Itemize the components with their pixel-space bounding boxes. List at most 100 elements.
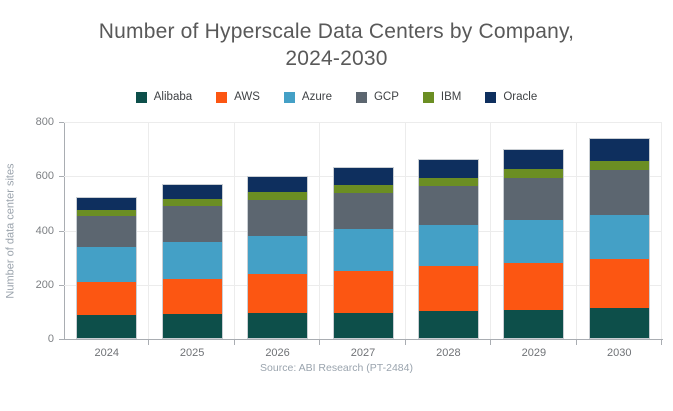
x-tick-mark <box>319 340 321 345</box>
bar-segment-azure-2028 <box>418 225 478 266</box>
bar-segment-aws-2030 <box>589 258 649 309</box>
bar-segment-ibm-2028 <box>418 178 478 187</box>
v-gridline <box>404 122 406 339</box>
x-tick-mark <box>148 340 150 345</box>
bar-2024 <box>76 196 138 339</box>
bar-segment-ibm-2027 <box>333 185 393 194</box>
bar-segment-oracle-2026 <box>248 177 308 193</box>
y-tick-mark <box>59 230 64 232</box>
bar-segment-alibaba-2029 <box>504 309 564 338</box>
bar-segment-gcp-2025 <box>162 205 222 242</box>
chart-legend: Alibaba AWS Azure GCP IBM Oracle <box>0 91 673 103</box>
bar-segment-aws-2029 <box>504 262 564 310</box>
legend-swatch-icon <box>485 91 497 103</box>
bar-segment-ibm-2026 <box>248 192 308 201</box>
x-tick-label: 2030 <box>607 347 632 359</box>
bar-segment-gcp-2027 <box>333 193 393 230</box>
x-tick-mark <box>233 340 235 345</box>
y-tick-mark <box>59 122 64 123</box>
bar-segment-aws-2024 <box>77 281 137 316</box>
bar-segment-oracle-2027 <box>333 167 393 186</box>
legend-label: Azure <box>301 91 332 103</box>
bar-segment-gcp-2024 <box>77 216 137 248</box>
bar-segment-azure-2024 <box>77 247 137 282</box>
bar-2028 <box>417 158 479 339</box>
v-gridline <box>233 122 235 339</box>
bar-2026 <box>247 176 309 339</box>
y-tick-mark <box>59 284 64 286</box>
legend-label: Alibaba <box>153 91 193 103</box>
x-tick-label: 2025 <box>179 347 205 359</box>
bar-segment-alibaba-2024 <box>77 315 137 338</box>
legend-item-azure: Azure <box>283 91 332 103</box>
v-gridline <box>148 122 150 339</box>
legend-label: IBM <box>440 91 462 103</box>
chart-title-line1: Number of Hyperscale Data Centers by Com… <box>98 20 575 43</box>
y-tick-mark <box>59 339 64 340</box>
legend-item-ibm: IBM <box>422 91 462 103</box>
bar-2029 <box>503 149 565 339</box>
y-tick-mark <box>59 176 64 178</box>
legend-label: Oracle <box>503 91 538 103</box>
bar-segment-gcp-2026 <box>248 200 308 237</box>
bar-2027 <box>332 166 394 339</box>
x-tick-mark <box>404 340 406 345</box>
bar-segment-ibm-2024 <box>77 209 137 217</box>
y-tick-label: 600 <box>35 170 54 183</box>
v-gridline <box>490 122 492 339</box>
bar-segment-aws-2028 <box>418 265 478 312</box>
x-tick-label: 2026 <box>265 347 290 359</box>
y-tick-label: 0 <box>47 333 54 345</box>
legend-swatch-icon <box>135 91 147 103</box>
bar-segment-aws-2025 <box>162 279 222 314</box>
v-gridline <box>661 122 662 339</box>
bar-segment-ibm-2030 <box>589 160 649 171</box>
x-tick-label: 2027 <box>350 347 376 359</box>
legend-item-gcp: GCP <box>355 91 399 103</box>
bar-2030 <box>588 138 650 339</box>
bar-segment-gcp-2030 <box>589 170 649 215</box>
y-tick-label: 400 <box>35 224 54 237</box>
bar-segment-azure-2029 <box>504 219 564 263</box>
x-tick-mark <box>661 340 662 345</box>
bar-segment-gcp-2029 <box>504 178 564 220</box>
legend-swatch-icon <box>216 91 228 103</box>
h-gridline <box>64 122 662 123</box>
legend-label: AWS <box>234 91 260 103</box>
bar-2025 <box>161 184 223 339</box>
bar-segment-alibaba-2030 <box>589 308 649 338</box>
x-axis-line <box>64 339 663 340</box>
legend-swatch-icon <box>422 91 434 103</box>
legend-label: GCP <box>373 91 399 103</box>
bar-segment-aws-2026 <box>248 273 308 313</box>
bar-segment-ibm-2029 <box>504 168 564 179</box>
bar-segment-alibaba-2027 <box>333 312 393 338</box>
bar-segment-ibm-2025 <box>162 198 222 206</box>
bar-segment-oracle-2029 <box>504 150 564 169</box>
bar-segment-alibaba-2025 <box>162 313 222 338</box>
y-tick-label: 200 <box>35 278 54 291</box>
y-tick-label: 800 <box>35 116 54 128</box>
bar-segment-azure-2026 <box>248 236 308 274</box>
bar-segment-oracle-2024 <box>77 197 137 210</box>
x-tick-mark <box>575 340 577 345</box>
source-note: Source: ABI Research (PT-2484) <box>260 362 413 374</box>
x-tick-label: 2024 <box>94 347 119 359</box>
legend-swatch-icon <box>355 91 367 103</box>
bar-segment-azure-2027 <box>333 229 393 271</box>
v-gridline <box>575 122 577 339</box>
v-gridline <box>319 122 321 339</box>
bar-segment-azure-2030 <box>589 214 649 259</box>
legend-item-oracle: Oracle <box>485 91 537 103</box>
bar-segment-alibaba-2028 <box>418 311 478 338</box>
bar-segment-azure-2025 <box>162 241 222 280</box>
chart-title-line2: 2024-2030 <box>285 47 388 70</box>
plot-area <box>64 122 662 339</box>
x-tick-mark <box>490 340 492 345</box>
legend-item-aws: AWS <box>216 91 260 103</box>
bar-segment-gcp-2028 <box>418 186 478 226</box>
bar-segment-oracle-2025 <box>162 185 222 199</box>
bar-segment-alibaba-2026 <box>248 312 308 338</box>
x-tick-label: 2029 <box>521 347 547 359</box>
